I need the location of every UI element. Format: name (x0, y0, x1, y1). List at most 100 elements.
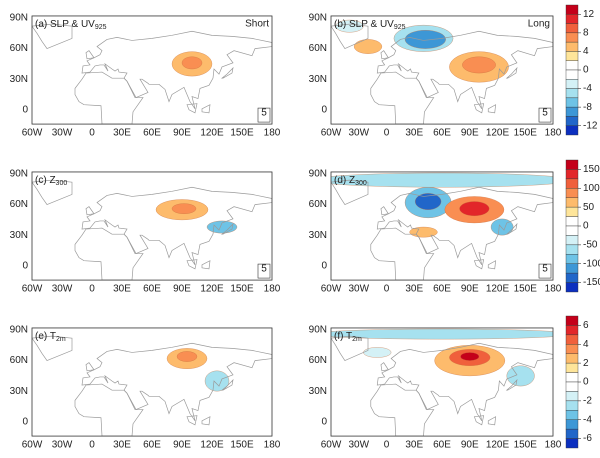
map-content (331, 172, 553, 281)
panel-subscript: 300 (355, 180, 367, 187)
colorbar-swatch (565, 381, 579, 392)
lon-label: 60W (22, 440, 43, 451)
map-frame (330, 15, 554, 125)
lon-label: 30E (405, 284, 423, 295)
field-shading (204, 370, 230, 392)
colorbar-swatch (565, 178, 579, 189)
colorbar: 12 8 4 0 -4 -8 -12 (565, 4, 598, 136)
colorbar-swatch (565, 225, 579, 236)
lon-label: 150E (230, 128, 254, 139)
lon-label: 60W (321, 284, 342, 295)
colorbar-swatch (565, 106, 579, 117)
field-shading (414, 193, 442, 210)
panel-label: (e) T (35, 331, 56, 342)
lon-label: 30E (405, 128, 423, 139)
field-shading (353, 39, 383, 54)
ref-vector-box (257, 263, 271, 279)
lon-label: 180 (264, 440, 281, 451)
field-shading (171, 203, 197, 215)
panel-subscript: 925 (394, 24, 406, 31)
panel-title: (c) Z300 (35, 175, 67, 187)
colorbar-swatch (565, 353, 579, 364)
colorbar-swatch (565, 60, 579, 71)
colorbar-swatch (565, 235, 579, 246)
ref-vector-label: 5 (542, 108, 548, 119)
lon-label: 30E (113, 128, 131, 139)
colorbar-swatch (565, 428, 579, 439)
field-shading (331, 172, 553, 188)
lat-label: 0 (22, 416, 28, 427)
lon-label: 120E (200, 284, 224, 295)
lon-label: 60E (143, 128, 161, 139)
colorbar-swatch (565, 391, 579, 402)
lat-label: 90N (309, 325, 327, 336)
lon-label: 120E (486, 284, 510, 295)
colorbar-swatch (565, 254, 579, 264)
field-shading (335, 19, 364, 33)
lat-label: 90N (10, 169, 28, 180)
lon-label: 30E (113, 284, 131, 295)
map-frame (31, 171, 273, 281)
colorbar-swatch (565, 32, 579, 43)
colorbar-swatch (565, 410, 579, 420)
map-panel: (c) Z300 5 90N 60N 30N 0 60W 30W 0 30E 60E 90E 120E 1… (10, 169, 281, 295)
map-panel: (e) T2m 90N 60N 30N 0 60W 30W 0 30E 60E 90E 120E 150… (10, 325, 281, 451)
colorbar-swatch (565, 51, 579, 61)
lon-label: 30E (405, 440, 423, 451)
colorbar: 6 4 2 0 -2 -4 -6 (565, 315, 592, 449)
lon-label: 60E (433, 284, 451, 295)
lat-label: 90N (309, 13, 327, 24)
colorbar-swatch (565, 69, 579, 80)
lon-label: 0 (89, 440, 95, 451)
lat-label: 30N (10, 230, 28, 241)
map-content (331, 328, 553, 437)
panel-title: (a) SLP & UV925 (35, 19, 107, 31)
map-panel: (a) SLP & UV925 Short 5 90N 60N 30N 0 60W 30W 0 30… (10, 13, 281, 139)
colorbar-tick-label: -150 (583, 277, 600, 288)
ref-vector-label: 5 (261, 264, 267, 275)
colorbar-tick-label: -4 (583, 83, 592, 94)
lon-label: 90E (461, 284, 479, 295)
coastline (32, 179, 272, 281)
lat-label: 60N (10, 355, 28, 366)
lon-label: 0 (384, 128, 390, 139)
lat-label: 30N (10, 386, 28, 397)
colorbar-tick-label: 150 (583, 164, 600, 175)
panel-label: (d) Z (334, 175, 355, 186)
lat-label: 30N (309, 230, 327, 241)
panel-label: (b) SLP & UV (334, 19, 394, 30)
lat-label: 90N (10, 13, 28, 24)
colorbar-swatch (565, 263, 579, 274)
colorbar-swatch (565, 438, 579, 449)
colorbar-tick-label: -2 (583, 395, 592, 406)
colorbar-tick-label: 4 (583, 46, 589, 57)
panel-label: (a) SLP & UV (35, 19, 95, 30)
colorbar-swatch (565, 334, 579, 345)
lon-label: 150E (230, 440, 254, 451)
panel-subscript: 2m (56, 336, 66, 343)
coastline (32, 23, 272, 125)
lon-label: 60E (143, 440, 161, 451)
colorbar-tick-label: -6 (583, 433, 592, 444)
field-shading (462, 56, 496, 74)
lat-label: 30N (10, 74, 28, 85)
lat-label: 0 (321, 104, 327, 115)
colorbar-tick-label: 6 (583, 320, 589, 331)
panel-subscript: 300 (56, 180, 68, 187)
lon-label: 150E (514, 440, 538, 451)
colorbar-swatch (565, 14, 579, 24)
colorbar-swatch (565, 216, 579, 227)
colorbar-tick-label: 0 (583, 377, 589, 388)
lon-label: 120E (200, 128, 224, 139)
colorbar-swatch (565, 282, 579, 293)
colorbar-swatch (565, 4, 579, 15)
panel-label: (c) Z (35, 175, 56, 186)
map-panel: (d) Z300 5 90N 60N 30N 0 60W 30W 0 30E 60E 90E 120E 1… (309, 169, 562, 295)
lon-label: 60E (433, 440, 451, 451)
colorbar-tick-label: 0 (583, 65, 589, 76)
lon-label: 120E (200, 440, 224, 451)
colorbar-swatch (565, 97, 579, 108)
lat-label: 30N (309, 386, 327, 397)
colorbar-swatch (565, 116, 579, 126)
